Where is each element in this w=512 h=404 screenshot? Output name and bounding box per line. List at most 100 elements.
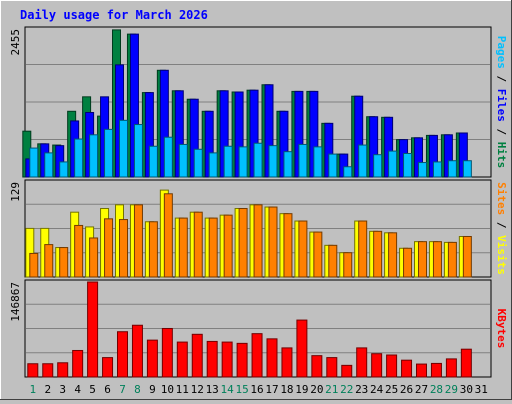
- chart-title: Daily usage for March 2026: [20, 8, 208, 22]
- sites-visits-panel: 129 Sites / Visits: [9, 179, 508, 278]
- x-tick-label: 10: [161, 383, 174, 396]
- bar-kbytes: [221, 341, 233, 378]
- bars: [22, 29, 472, 178]
- bar-pages: [373, 154, 383, 178]
- x-axis-tick-labels: 1 2 3 4 5 6 7 8 9 10 11 12 13 14 15 16 17 18 19 20 21 22 23 24 2…: [29, 383, 487, 396]
- bar-sites: [59, 247, 69, 278]
- x-tick-label: 14: [221, 383, 235, 396]
- y-axis-label: Pages / Files / Hits: [495, 36, 508, 169]
- bar-kbytes: [161, 327, 173, 378]
- x-tick-label: 6: [104, 383, 111, 396]
- bar-pages: [403, 152, 413, 178]
- x-tick-label: 7: [119, 383, 126, 396]
- bar-sites: [343, 252, 353, 278]
- bar-kbytes: [176, 341, 188, 378]
- bar-kbytes: [281, 347, 293, 378]
- bar-pages: [388, 150, 398, 178]
- bar-pages: [74, 138, 84, 178]
- bar-sites: [223, 214, 233, 278]
- bar-kbytes: [296, 319, 308, 378]
- bar-kbytes: [102, 357, 114, 378]
- x-tick-label: 15: [235, 383, 248, 396]
- y-axis-label-part: /: [495, 69, 508, 89]
- bar-sites: [447, 241, 457, 278]
- bar-sites: [29, 252, 39, 278]
- bar-pages: [89, 134, 99, 178]
- bar-pages: [313, 146, 323, 178]
- bar-pages: [104, 128, 114, 178]
- bar-sites: [148, 221, 158, 278]
- bar-sites: [193, 211, 203, 278]
- x-tick-label: 23: [355, 383, 368, 396]
- y-max-label: 129: [9, 182, 22, 202]
- bar-kbytes: [146, 339, 158, 378]
- bar-kbytes: [117, 331, 128, 378]
- y-axis-label-text: Pages / Files / Hits: [495, 36, 508, 169]
- bar-kbytes: [386, 354, 398, 378]
- bar-kbytes: [356, 347, 368, 378]
- bar-kbytes: [131, 324, 143, 378]
- bar-sites: [89, 237, 99, 278]
- bar-pages: [283, 151, 293, 178]
- bar-pages: [447, 160, 457, 178]
- bar-pages: [418, 162, 427, 178]
- bar-kbytes: [416, 363, 427, 378]
- x-tick-label: 21: [325, 383, 338, 396]
- bar-pages: [163, 136, 173, 178]
- bar-pages: [268, 145, 278, 178]
- x-tick-label: 26: [400, 383, 413, 396]
- bar-sites: [178, 217, 188, 278]
- bar-sites: [298, 220, 308, 278]
- x-tick-label: 28: [430, 383, 443, 396]
- bar-pages: [133, 124, 143, 178]
- y-axis-label-part: /: [495, 215, 508, 235]
- bar-kbytes: [341, 364, 353, 378]
- bar-kbytes: [236, 342, 248, 378]
- bars: [27, 281, 472, 378]
- hits-files-pages-panel: 2455 Pages / Files / Hits: [9, 26, 508, 178]
- bar-sites: [388, 232, 398, 278]
- y-axis-label-part: Pages: [495, 36, 508, 69]
- bar-kbytes: [430, 362, 442, 378]
- x-tick-label: 25: [385, 383, 398, 396]
- bar-kbytes: [460, 348, 472, 378]
- x-tick-label: 17: [265, 383, 278, 396]
- x-tick-label: 13: [206, 383, 219, 396]
- bar-sites: [119, 219, 128, 278]
- x-tick-label: 3: [59, 383, 66, 396]
- y-axis-label: KBytes: [495, 309, 508, 349]
- y-axis-label-text: Sites / Visits: [495, 182, 508, 275]
- bar-pages: [462, 160, 472, 178]
- x-tick-label: 19: [295, 383, 308, 396]
- y-axis-label-part: Hits: [495, 142, 508, 169]
- bar-sites: [238, 208, 248, 278]
- bar-kbytes: [311, 355, 323, 378]
- bar-pages: [119, 119, 128, 178]
- y-axis-label-part: Visits: [495, 235, 508, 275]
- y-axis-label-text: KBytes: [495, 309, 508, 349]
- kbytes-panel: 146867 KBytes: [9, 279, 508, 378]
- x-tick-label: 22: [340, 383, 353, 396]
- y-axis-label: Sites / Visits: [495, 182, 508, 275]
- bar-sites: [283, 213, 293, 278]
- bar-sites: [104, 218, 114, 278]
- bar-pages: [44, 152, 54, 178]
- x-tick-label: 20: [310, 383, 323, 396]
- x-tick-label: 9: [149, 383, 156, 396]
- bar-pages: [358, 144, 368, 178]
- bar-sites: [373, 230, 383, 278]
- bar-sites: [44, 244, 54, 278]
- bars: [25, 189, 472, 278]
- y-axis-label-part: Files: [495, 89, 508, 122]
- bar-pages: [432, 161, 442, 178]
- bar-kbytes: [401, 359, 413, 378]
- x-tick-label: 31: [475, 383, 488, 396]
- x-tick-label: 11: [176, 383, 189, 396]
- x-tick-label: 27: [415, 383, 428, 396]
- bar-pages: [298, 143, 308, 178]
- bar-sites: [133, 204, 143, 278]
- bar-sites: [403, 247, 413, 278]
- bar-sites: [268, 206, 278, 278]
- x-tick-label: 8: [134, 383, 141, 396]
